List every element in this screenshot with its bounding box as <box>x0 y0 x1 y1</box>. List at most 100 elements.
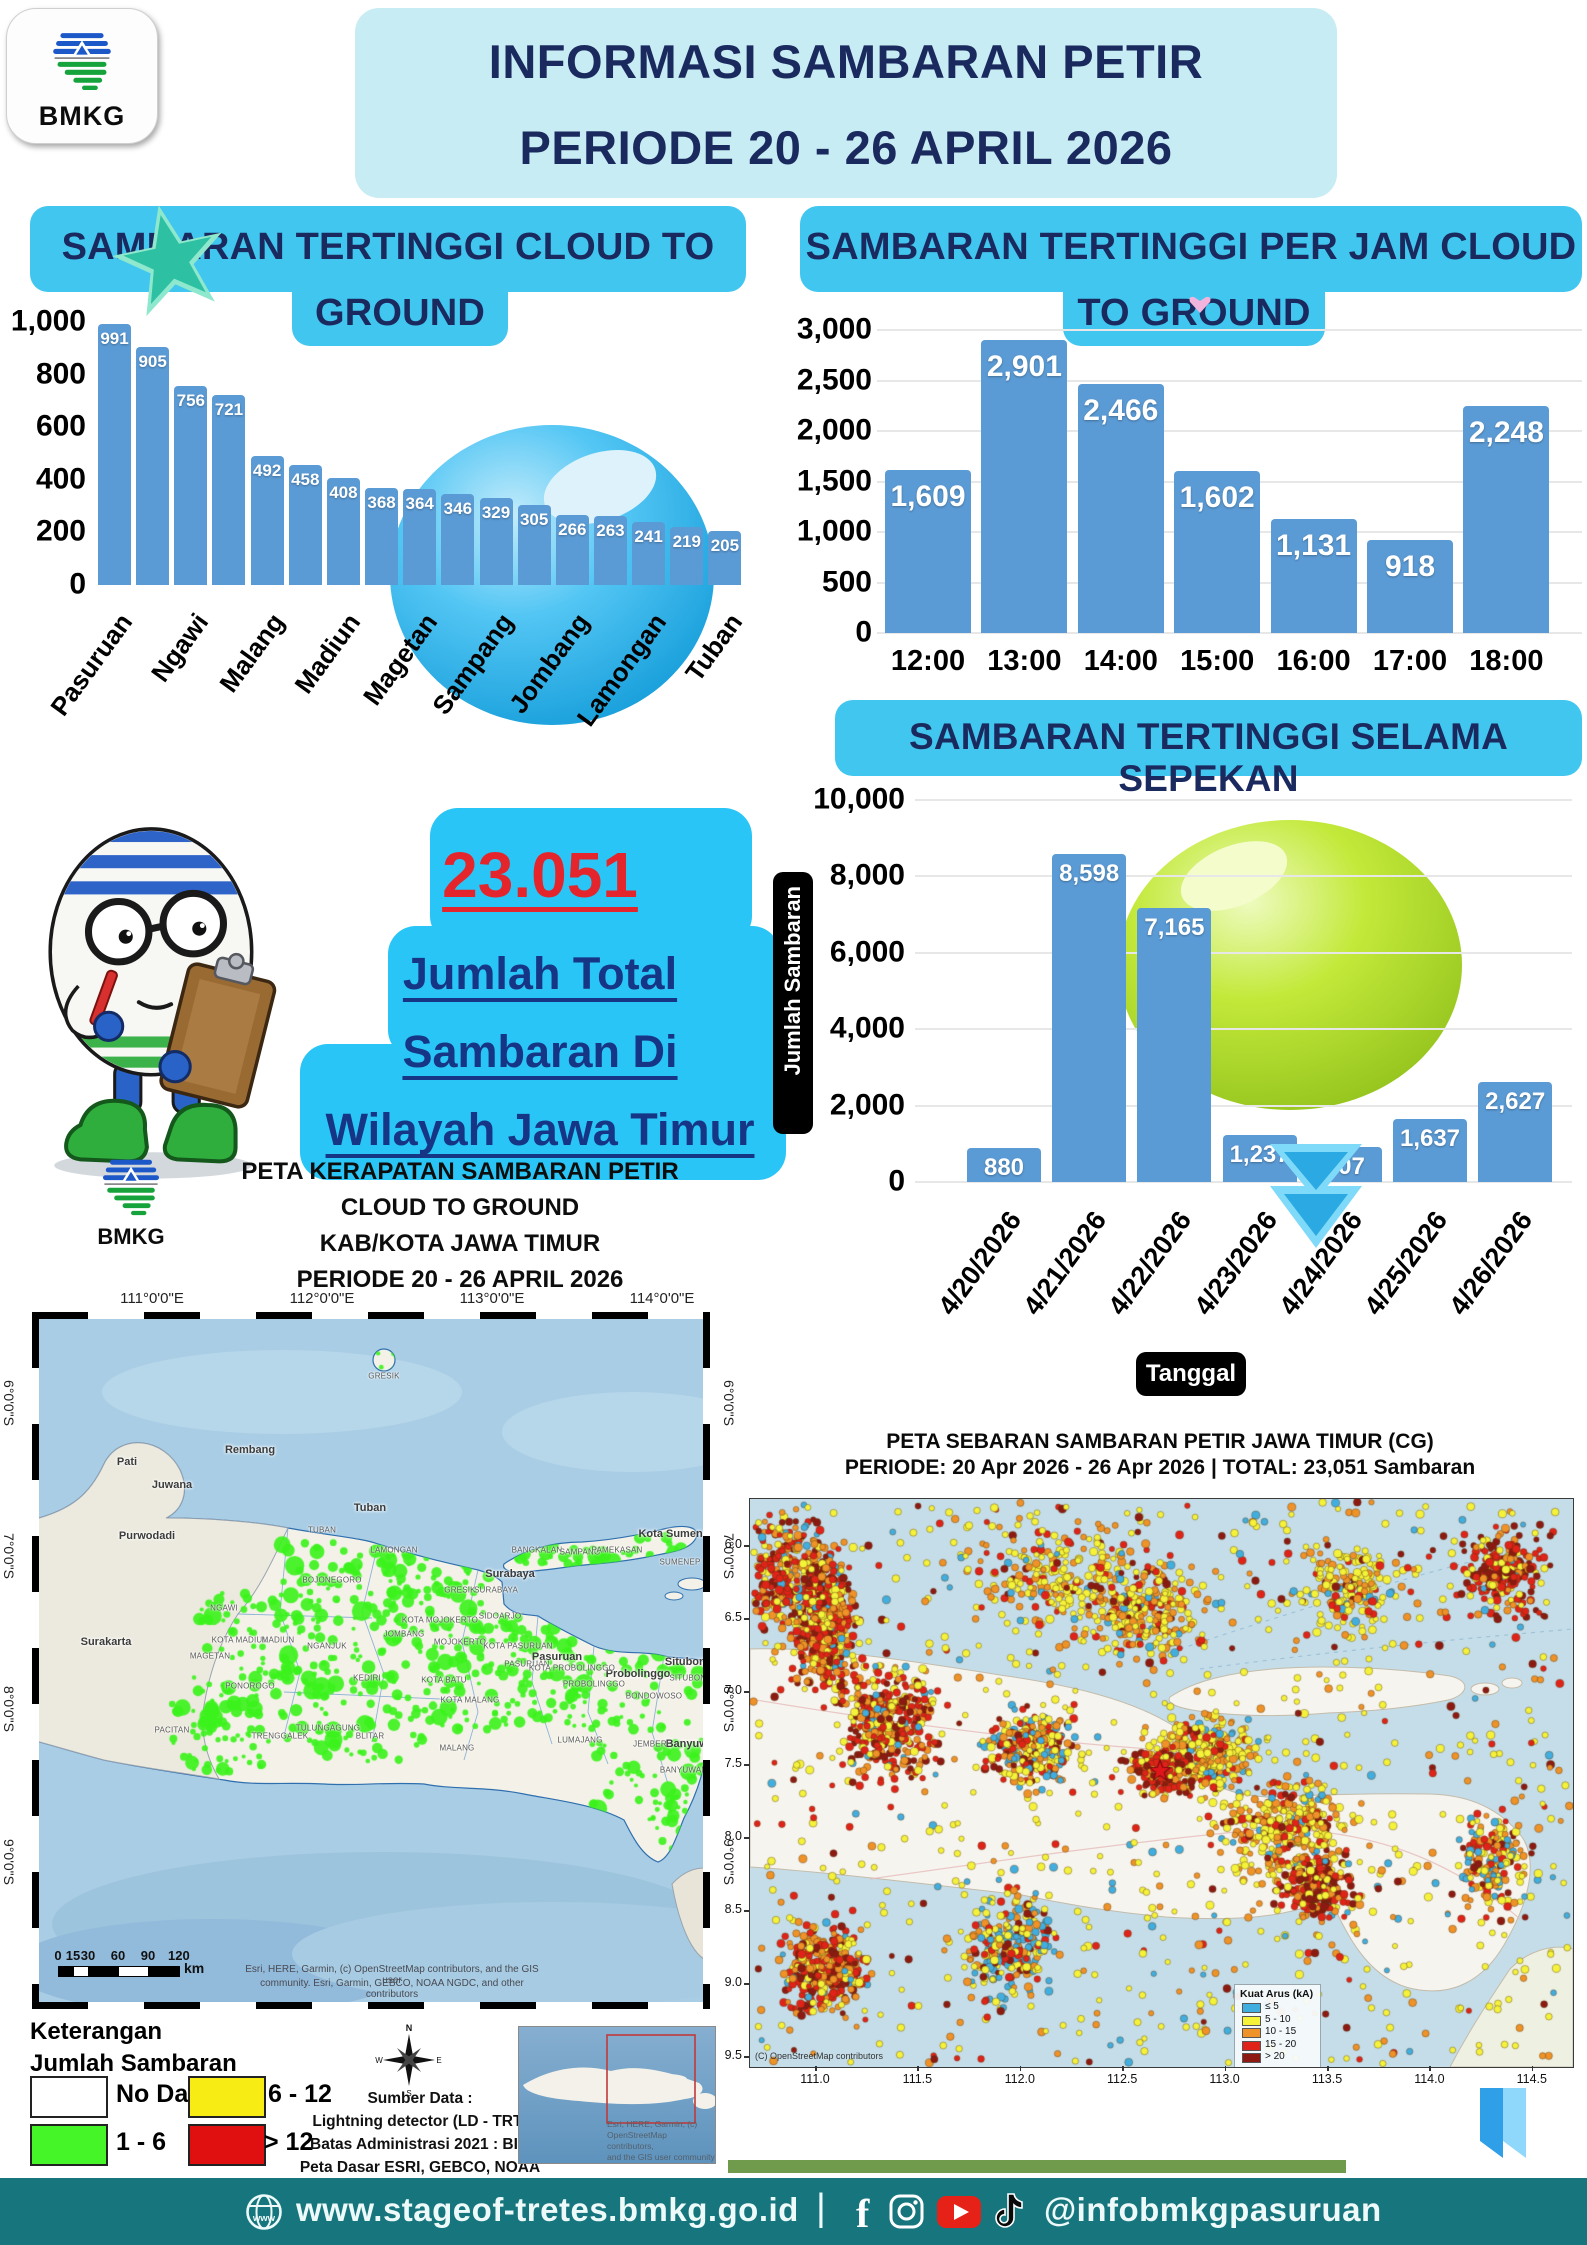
map-district-label: JEMBER <box>633 1739 667 1749</box>
scale-bar-segment <box>88 1966 120 1977</box>
bar <box>632 522 666 585</box>
map-district-label: MOJOKERTO <box>433 1637 487 1647</box>
tiktok-icon[interactable] <box>992 2190 1028 2232</box>
bar <box>441 494 475 585</box>
footer-social-handle[interactable]: @infobmkgpasuruan <box>1044 2191 1382 2228</box>
lat-tick-label: 8°0'0"S <box>0 1686 17 1732</box>
scatter-legend-chip <box>1242 2003 1261 2013</box>
total-line3: Wilayah Jawa Timur <box>325 1104 755 1155</box>
density-map-title-line1: PETA KERAPATAN SAMBARAN PETIR <box>241 1158 679 1185</box>
bar <box>479 498 513 585</box>
compass-s: S <box>406 2089 411 2096</box>
scale-bar-segment <box>148 1966 180 1977</box>
scatter-legend-chip <box>1242 2015 1261 2026</box>
mascot-illustration <box>48 827 277 1179</box>
scale-unit: km <box>184 1960 205 1976</box>
map-town-label: Banyuwangi <box>665 1738 710 1750</box>
lat-tick-label: 7°0'0"S <box>0 1533 17 1579</box>
map-district-label: KOTA MADIUN <box>211 1635 269 1645</box>
scatter-legend-chip <box>1242 2040 1261 2051</box>
footer-website-link[interactable]: www.stageof-tretes.bmkg.go.id <box>296 2191 799 2228</box>
scatter-legend-label: ≤ 5 <box>1265 2001 1279 2012</box>
scatter-copyright: (C) OpenStreetMap contributors <box>755 2051 884 2061</box>
bar-value-label: 346 <box>443 499 473 518</box>
y-axis-tick: 1,500 <box>796 463 872 497</box>
map-town-label: Situbondo <box>664 1656 710 1668</box>
bar-value-label: 2,248 <box>1468 416 1544 449</box>
total-line2: Sambaran Di <box>402 1026 678 1077</box>
bmkg-logo-card: BMKG <box>6 8 158 144</box>
bar-value-label: 1,131 <box>1276 529 1352 562</box>
globe-icon: www <box>246 2194 282 2230</box>
scatter-x-tick: 112.0 <box>1004 2072 1035 2086</box>
y-axis-tick: 2,000 <box>829 1087 905 1121</box>
y-axis-tick: 1,000 <box>10 304 86 338</box>
lat-tick-label: 9°0'0"S <box>0 1839 17 1885</box>
bar <box>885 470 971 633</box>
bar <box>1367 540 1453 633</box>
bar <box>1077 384 1164 633</box>
header-title-box: INFORMASI SAMBARAN PETIR PERIODE 20 - 26… <box>355 8 1337 198</box>
scatter-legend-title: Kuat Arus (kA) <box>1240 1988 1314 2000</box>
lat-tick-label: 6°0'0"S <box>720 1380 737 1426</box>
map-district-label: SURABAYA <box>474 1585 518 1595</box>
map-district-label: SAMPANG <box>559 1547 601 1557</box>
scatter-x-tickmark <box>815 2066 817 2071</box>
scatter-x-tickmark <box>1429 2066 1431 2071</box>
map-district-label: PONOROGO <box>225 1681 275 1691</box>
bar-value-label: 266 <box>558 520 587 539</box>
footer-separator: | <box>816 2187 827 2229</box>
x-axis-label: 12:00 <box>890 645 966 677</box>
map-town-label: Probolinggo <box>605 1668 671 1680</box>
down-arrow-decoration <box>1270 1144 1362 1248</box>
chart1-title-line2: GROUND <box>314 292 486 334</box>
total-value: 23.051 <box>442 839 638 911</box>
map-district-label: KOTA PASURUAN <box>483 1641 553 1651</box>
bar-value-label: 492 <box>252 461 282 480</box>
map-district-label: JOMBANG <box>383 1629 425 1639</box>
map-district-label: KEDIRI <box>353 1673 381 1683</box>
bar-value-label: 2,627 <box>1485 1088 1546 1115</box>
map-district-label: LAMONGAN <box>370 1545 418 1555</box>
bar <box>1478 1082 1553 1182</box>
inset-attribution-line1: Esri, HERE, Garmin, (c) <box>607 2119 698 2129</box>
scatter-map-title: PETA SEBARAN SAMBARAN PETIR JAWA TIMUR (… <box>886 1430 1434 1453</box>
map-district-label: PACITAN <box>154 1725 190 1735</box>
map-town-label: Pasuruan <box>531 1651 583 1663</box>
map-district-label: MALANG <box>439 1743 475 1753</box>
y-axis-tick: 0 <box>888 1164 905 1198</box>
bar <box>1463 406 1550 633</box>
lon-tick-label: 114°0'0"E <box>629 1290 695 1307</box>
map-district-label: BANYUWANGI <box>659 1765 710 1775</box>
total-line1: Jumlah Total <box>402 948 678 999</box>
scatter-y-tickmark <box>744 1618 749 1620</box>
x-axis-label: 14:00 <box>1083 645 1158 677</box>
scatter-legend-label: > 20 <box>1265 2051 1285 2062</box>
youtube-icon[interactable] <box>936 2195 982 2229</box>
gridline <box>915 875 1572 878</box>
bar <box>326 478 360 585</box>
scatter-x-tickmark <box>1531 2066 1534 2071</box>
instagram-icon[interactable] <box>888 2193 926 2231</box>
map-district-label: NGAWI <box>210 1603 238 1613</box>
lon-tick-label: 113°0'0"E <box>459 1290 525 1307</box>
y-axis-tick: 0 <box>855 615 872 649</box>
map-district-label: BLITAR <box>355 1731 385 1741</box>
map-district-label: LUMAJANG <box>557 1735 603 1745</box>
facebook-icon[interactable]: f <box>856 2191 870 2236</box>
bar-value-label: 756 <box>176 391 205 410</box>
bar-value-label: 1,602 <box>1179 481 1255 514</box>
bar <box>1052 854 1127 1182</box>
chart3-title-box: SAMBARAN TERTINGGI SELAMA SEPEKAN <box>835 700 1582 799</box>
scatter-x-tick: 113.0 <box>1209 2072 1240 2086</box>
chart3-ylabel-box: Jumlah Sambaran <box>773 872 813 1134</box>
map-district-label: PAMEKASAN <box>591 1545 643 1555</box>
scale-value: 30 <box>80 1948 96 1963</box>
scatter-x-tick: 113.5 <box>1311 2072 1343 2086</box>
bar <box>136 347 170 585</box>
bar-value-label: 368 <box>367 493 396 512</box>
lon-tick-label: 112°0'0"E <box>289 1290 355 1307</box>
y-axis-tick: 200 <box>35 514 86 548</box>
chart2-title-tab: TO GROUND <box>1063 286 1325 346</box>
